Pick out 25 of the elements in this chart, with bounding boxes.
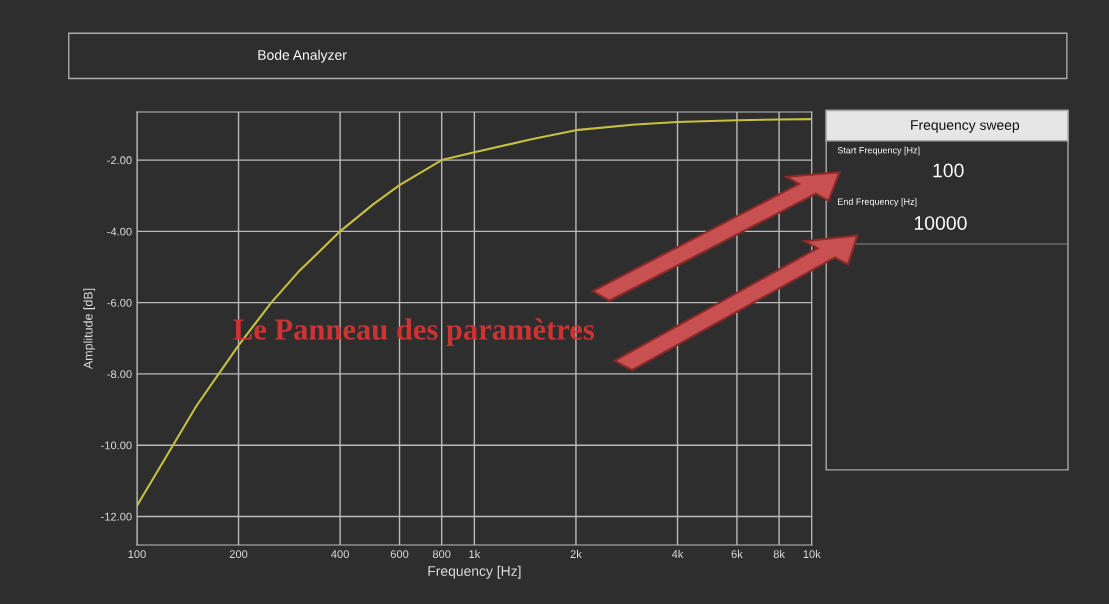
x-tick-label: 800 — [432, 550, 451, 559]
text: 100 — [933, 163, 964, 178]
x-tick-label: 600 — [390, 550, 409, 559]
x-axis-title: Frequency [Hz] — [428, 565, 521, 579]
text: End Frequency [Hz] — [838, 198, 917, 207]
x-tick-label: 200 — [229, 550, 248, 559]
y-tick-label: -6.00 — [107, 298, 132, 307]
text: 10000 — [914, 216, 967, 230]
x-tick-label: 4k — [671, 549, 684, 558]
y-tick-label: -8.00 — [107, 370, 132, 379]
x-tick-label: 2k — [570, 549, 582, 558]
text: Frequency sweep — [911, 120, 1020, 133]
x-tick-label: 100 — [128, 550, 146, 559]
text: Start Frequency [Hz] — [837, 146, 920, 156]
y-tick-label: -10.00 — [101, 441, 132, 450]
y-tick-label: -4.00 — [107, 227, 132, 236]
y-tick-label: -12.00 — [101, 512, 132, 521]
x-tick-label: 1k — [469, 549, 481, 558]
chart-title: Bode Analyzer — [258, 49, 347, 63]
x-tick-label: 8k — [773, 549, 785, 559]
x-tick-label: 10k — [803, 549, 821, 559]
x-tick-label: 6k — [731, 549, 743, 559]
x-tick-label: 400 — [331, 550, 349, 559]
y-tick-label: -2.00 — [107, 156, 132, 165]
y-axis-title: Amplitude [dB] — [83, 288, 96, 370]
